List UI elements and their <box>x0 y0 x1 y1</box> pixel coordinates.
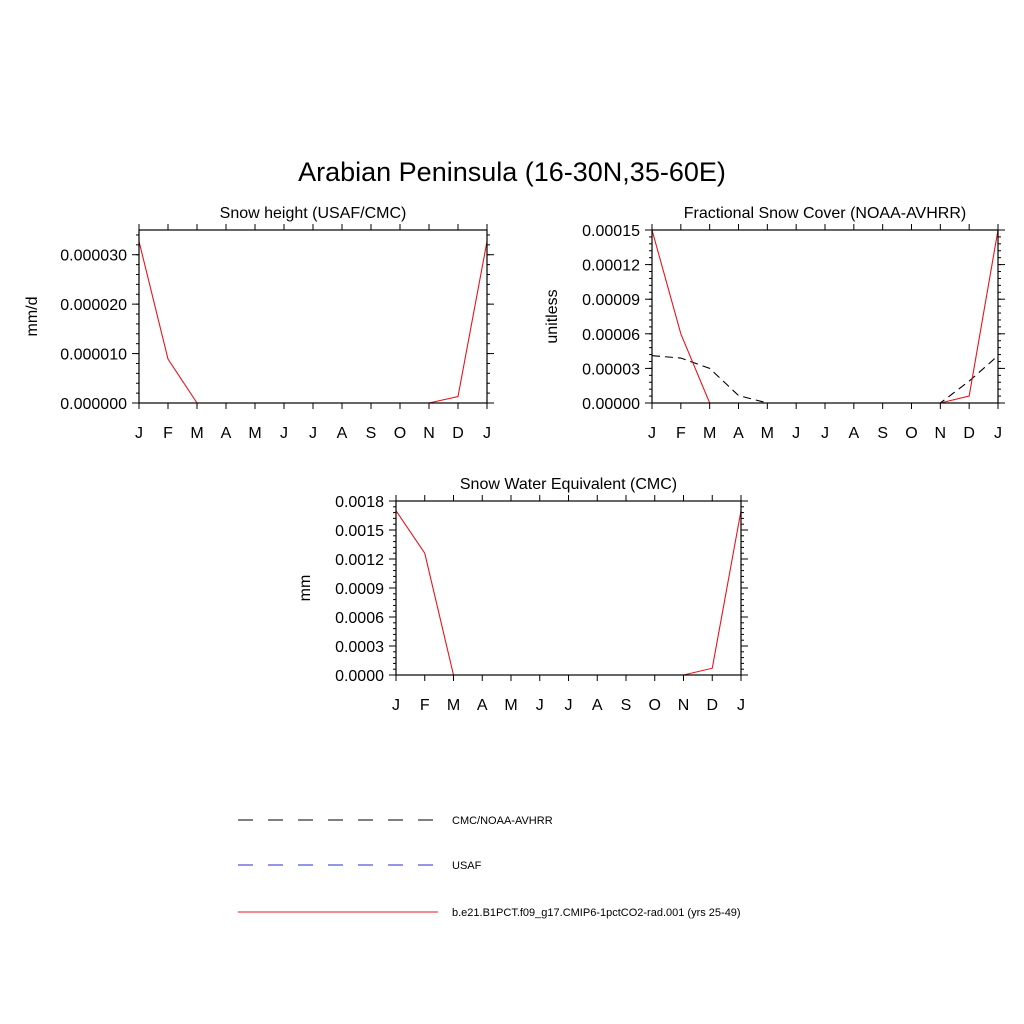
x-tick-label: J <box>648 425 656 442</box>
x-tick-label: N <box>678 697 690 714</box>
y-tick-label: 0.00000 <box>582 396 640 413</box>
x-tick-label: A <box>733 425 744 442</box>
x-tick-label: O <box>394 425 406 442</box>
x-tick-label: N <box>423 425 435 442</box>
series-line-1 <box>651 355 999 404</box>
x-tick-label: O <box>905 425 917 442</box>
x-tick-label: A <box>337 425 348 442</box>
y-tick-label: 0.0006 <box>335 610 384 627</box>
x-tick-label: J <box>280 425 288 442</box>
series-line-2 <box>651 229 999 404</box>
x-tick-label: J <box>483 425 491 442</box>
y-tick-label: 0.0000 <box>335 668 384 685</box>
x-tick-label: M <box>761 425 774 442</box>
legend-item: CMC/NOAA-AVHRR <box>238 815 553 827</box>
x-tick-label: D <box>963 425 975 442</box>
x-tick-label: J <box>392 697 400 714</box>
x-tick-label: D <box>452 425 464 442</box>
legend-label: b.e21.B1PCT.f09_g17.CMIP6-1pctCO2-rad.00… <box>452 907 741 919</box>
x-tick-label: A <box>848 425 859 442</box>
x-tick-label: S <box>877 425 888 442</box>
plot-frame <box>651 229 999 404</box>
y-tick-label: 0.000020 <box>60 297 127 314</box>
x-tick-label: J <box>737 697 745 714</box>
x-tick-label: J <box>536 697 544 714</box>
x-tick-label: S <box>621 697 632 714</box>
x-tick-label: M <box>504 697 517 714</box>
x-tick-label: M <box>447 697 460 714</box>
x-tick-label: S <box>366 425 377 442</box>
y-tick-label: 0.00006 <box>582 327 640 344</box>
series-line-2 <box>395 510 742 676</box>
x-tick-label: J <box>309 425 317 442</box>
figure-title: Arabian Peninsula (16-30N,35-60E) <box>298 157 726 187</box>
x-tick-label: M <box>248 425 261 442</box>
panel-title: Snow height (USAF/CMC) <box>220 205 407 222</box>
y-axis-label: mm/d <box>24 297 41 337</box>
y-tick-label: 0.000010 <box>60 347 127 364</box>
legend-item: b.e21.B1PCT.f09_g17.CMIP6-1pctCO2-rad.00… <box>238 907 741 919</box>
y-tick-label: 0.0018 <box>335 494 384 511</box>
panel-title: Snow Water Equivalent (CMC) <box>460 476 677 493</box>
x-tick-label: J <box>994 425 1002 442</box>
y-tick-label: 0.0015 <box>335 523 384 540</box>
y-tick-label: 0.0009 <box>335 581 384 598</box>
x-tick-label: F <box>163 425 173 442</box>
legend-label: USAF <box>452 860 482 872</box>
plot-frame <box>138 229 488 404</box>
chart-panel-3: Snow Water Equivalent (CMC)mmJ F M A M J J A S O N… <box>297 476 748 714</box>
legend-label: CMC/NOAA-AVHRR <box>452 815 553 827</box>
y-tick-label: 0.00015 <box>582 223 640 240</box>
legend: CMC/NOAA-AVHRR USAF b.e21.B1PCT.f09_g17.CM… <box>238 815 741 919</box>
panel-title: Fractional Snow Cover (NOAA-AVHRR) <box>684 205 966 222</box>
y-tick-label: 0.000030 <box>60 248 127 265</box>
chart-panel-2: Fractional Snow Cover (NOAA-AVHRR) unitle… <box>544 205 1005 442</box>
chart-panels: Snow height (USAF/CMC)mm/dJ F M A M J J A S O N D J0… <box>24 205 1005 714</box>
x-tick-label: J <box>135 425 143 442</box>
x-tick-label: M <box>190 425 203 442</box>
x-tick-label: J <box>821 425 829 442</box>
chart-panel-1: Snow height (USAF/CMC)mm/dJ F M A M J J A S O N D J0… <box>24 205 494 442</box>
x-tick-label: A <box>592 697 603 714</box>
x-tick-label: A <box>477 697 488 714</box>
y-tick-label: 0.0012 <box>335 552 384 569</box>
series-line-3 <box>138 241 488 404</box>
plot-frame <box>395 500 742 676</box>
legend-item: USAF <box>238 860 482 872</box>
x-tick-label: A <box>221 425 232 442</box>
x-tick-label: J <box>792 425 800 442</box>
x-tick-label: F <box>420 697 430 714</box>
x-tick-label: D <box>706 697 718 714</box>
x-tick-label: M <box>703 425 716 442</box>
y-axis-label: unitless <box>544 289 561 343</box>
y-axis-label: mm <box>297 575 314 602</box>
x-tick-label: N <box>935 425 947 442</box>
x-tick-label: O <box>649 697 661 714</box>
x-tick-label: F <box>676 425 686 442</box>
x-tick-label: J <box>565 697 573 714</box>
y-tick-label: 0.00012 <box>582 258 640 275</box>
y-tick-label: 0.0003 <box>335 639 384 656</box>
y-tick-label: 0.00003 <box>582 361 640 378</box>
y-tick-label: 0.000000 <box>60 396 127 413</box>
y-tick-label: 0.00009 <box>582 292 640 309</box>
